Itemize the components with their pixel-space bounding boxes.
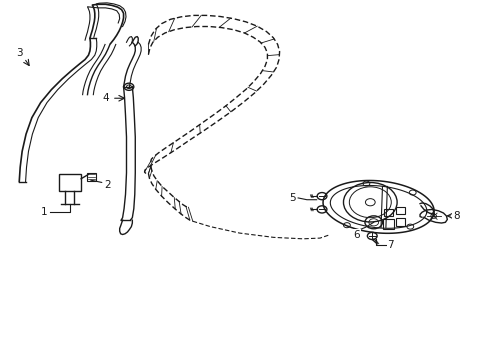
Text: 8: 8 [452, 211, 459, 221]
Text: 3: 3 [16, 48, 22, 58]
Text: 5: 5 [288, 193, 295, 203]
Circle shape [366, 232, 376, 239]
Text: 6: 6 [353, 230, 359, 240]
FancyBboxPatch shape [87, 174, 96, 181]
Bar [395, 218, 404, 226]
Circle shape [317, 206, 326, 213]
Text: 4: 4 [102, 93, 109, 103]
Circle shape [124, 83, 134, 90]
Text: 7: 7 [386, 239, 393, 249]
Bar [395, 207, 404, 214]
Text: 1: 1 [41, 207, 47, 217]
FancyBboxPatch shape [59, 174, 81, 191]
Bar [383, 209, 392, 216]
Text: 2: 2 [104, 180, 111, 190]
Bar [382, 220, 393, 229]
Circle shape [317, 193, 326, 200]
